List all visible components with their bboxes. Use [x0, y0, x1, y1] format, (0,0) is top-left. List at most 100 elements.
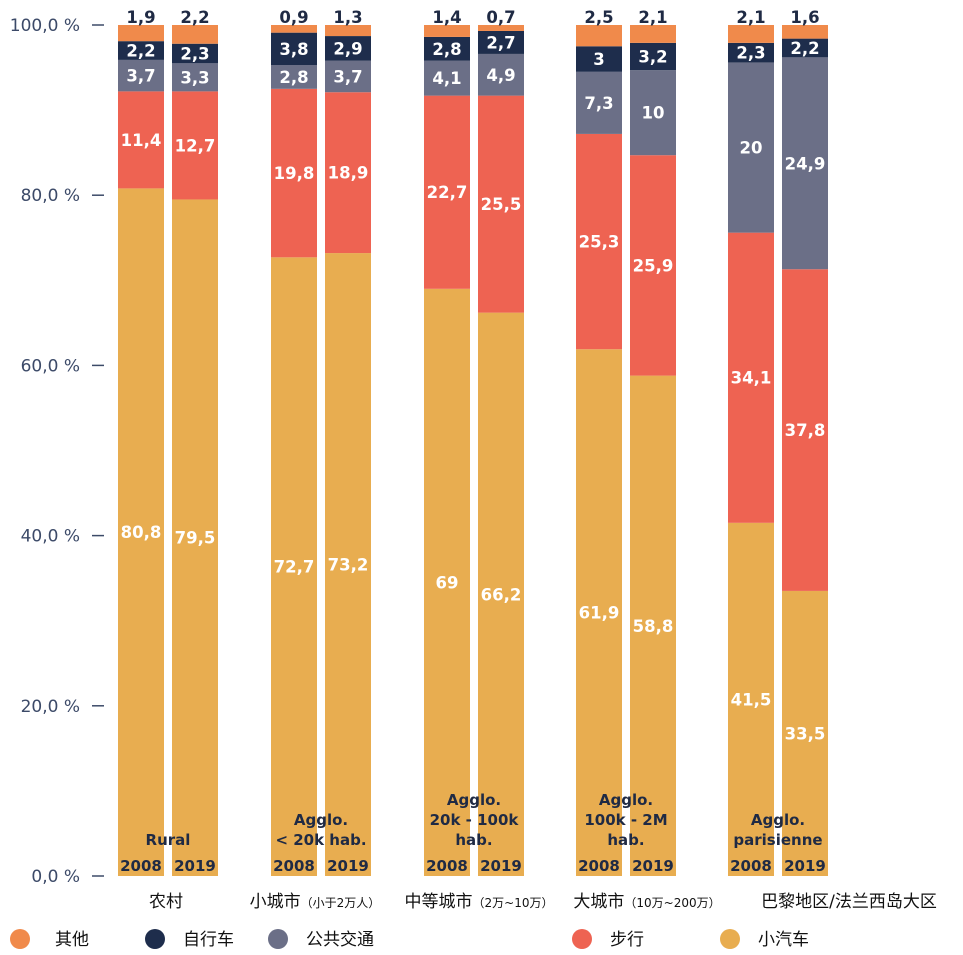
data-label-walk: 25,9 [633, 256, 674, 275]
data-label-bike: 2,7 [486, 33, 515, 52]
data-label-car: 69 [436, 573, 459, 592]
data-label-bike: 2,2 [126, 42, 155, 61]
group-inner-label: Agglo. [599, 791, 653, 809]
data-label-walk: 18,9 [328, 164, 369, 183]
data-label-car: 72,7 [274, 558, 315, 577]
group-inner-label: Agglo. [294, 811, 348, 829]
data-label-bike: 3,8 [279, 40, 308, 59]
legend-label-bike: 自行车 [183, 930, 234, 950]
data-label-transit: 10 [642, 104, 665, 123]
data-label-transit: 3,7 [126, 67, 155, 86]
bar-segment-bike [478, 30, 524, 54]
bar-segment-transit [271, 64, 317, 89]
bar-segment-transit [478, 53, 524, 96]
category-label: 中等城市（2万~10万） [405, 892, 554, 912]
bar-3-2019: 58,8 25,9 10 3,2 2,1 2019 [630, 8, 676, 876]
bar-0-2019: 79,5 12,7 3,3 2,3 2,2 2019 [172, 8, 218, 876]
data-label-other: 2,5 [584, 8, 613, 27]
data-label-transit: 2,8 [279, 68, 308, 87]
bar-3-2008: 61,9 25,3 7,3 3 2,5 2008 [576, 8, 622, 877]
data-label-walk: 22,7 [427, 183, 468, 202]
group-labels: 农村 小城市（小于2万人） 中等城市（2万~10万） 大城市（10万~200万） 巴黎地… [149, 892, 937, 912]
data-label-transit: 3,7 [333, 67, 362, 86]
bars-layer: 80,8 11,4 3,7 2,2 1,9 2008 79,5 12,7 3,3 2,3 2,2 20… [118, 8, 828, 877]
data-label-car: 73,2 [328, 556, 369, 575]
bar-segment-other [478, 25, 524, 31]
bar-segment-bike [728, 42, 774, 63]
data-label-car: 61,9 [579, 604, 620, 623]
year-label: 2008 [578, 857, 620, 875]
data-label-transit: 3,3 [180, 68, 209, 87]
data-label-car: 41,5 [731, 690, 772, 709]
bar-segment-other [271, 25, 317, 33]
bar-segment-walk [172, 91, 218, 200]
data-label-car: 33,5 [785, 724, 826, 743]
category-label: 大城市（10万~200万） [573, 892, 720, 912]
bar-segment-transit [325, 60, 371, 93]
group-inner-label: 100k - 2M [584, 811, 667, 829]
y-tick-label: 20,0 % [21, 697, 80, 717]
year-label: 2019 [480, 857, 522, 875]
data-label-bike: 2,8 [432, 40, 461, 59]
y-tick-label: 60,0 % [21, 356, 80, 376]
group-inner-label: hab. [455, 831, 492, 849]
year-label: 2019 [632, 857, 674, 875]
bar-segment-walk [424, 95, 470, 289]
data-label-walk: 25,5 [481, 195, 522, 214]
bar-segment-bike [630, 42, 676, 71]
bar-segment-car [728, 522, 774, 876]
bar-segment-transit [728, 62, 774, 233]
data-label-other: 1,4 [432, 8, 461, 27]
year-label: 2008 [120, 857, 162, 875]
data-label-bike: 3 [593, 50, 604, 69]
bar-segment-bike [424, 36, 470, 61]
data-label-bike: 2,3 [180, 45, 209, 64]
bar-segment-car [576, 349, 622, 877]
data-label-transit: 4,1 [432, 69, 461, 88]
year-label: 2008 [730, 857, 772, 875]
bar-segment-walk [630, 155, 676, 376]
bar-segment-bike [271, 32, 317, 65]
legend-swatch-walk [572, 929, 592, 949]
group-inner-label: 20k - 100k [430, 811, 520, 829]
bar-segment-bike [325, 36, 371, 61]
group-inner-label: hab. [607, 831, 644, 849]
data-label-transit: 7,3 [584, 94, 613, 113]
legend: 其他 自行车 公共交通 步行 小汽车 [10, 929, 809, 950]
data-label-other: 2,1 [638, 8, 667, 27]
y-tick-label: 0,0 % [31, 867, 80, 887]
data-label-transit: 24,9 [785, 154, 826, 173]
data-label-walk: 25,3 [579, 233, 620, 252]
data-label-bike: 2,2 [790, 39, 819, 58]
group-inner-label: Agglo. [751, 811, 805, 829]
bar-segment-bike [576, 46, 622, 72]
bar-segment-bike [172, 43, 218, 64]
bar-segment-car [424, 288, 470, 876]
data-label-bike: 2,9 [333, 39, 362, 58]
bar-segment-other [172, 25, 218, 44]
bar-segment-transit [424, 60, 470, 96]
bar-segment-walk [782, 269, 828, 591]
legend-swatch-transit [268, 929, 288, 949]
data-label-walk: 11,4 [121, 131, 162, 150]
category-label: 巴黎地区/法兰西岛大区 [761, 892, 937, 912]
bar-segment-other [728, 25, 774, 43]
group-inner-label: Rural [146, 831, 191, 849]
data-label-transit: 20 [740, 139, 763, 158]
bar-segment-car [325, 253, 371, 876]
bar-segment-transit [782, 57, 828, 270]
bar-segment-car [478, 312, 524, 876]
bar-2-2008: 69 22,7 4,1 2,8 1,4 2008 [424, 8, 470, 876]
legend-swatch-other [10, 929, 30, 949]
bar-segment-car [782, 590, 828, 876]
legend-label-walk: 步行 [610, 930, 644, 950]
bar-segment-other [576, 25, 622, 47]
data-label-walk: 19,8 [274, 164, 315, 183]
data-label-walk: 12,7 [175, 136, 216, 155]
year-label: 2008 [426, 857, 468, 875]
y-tick-label: 100,0 % [10, 16, 80, 36]
bar-1-2008: 72,7 19,8 2,8 3,8 0,9 2008 [271, 8, 317, 876]
category-label: 小城市（小于2万人） [250, 892, 381, 912]
bar-segment-walk [478, 95, 524, 313]
bar-segment-walk [576, 133, 622, 350]
